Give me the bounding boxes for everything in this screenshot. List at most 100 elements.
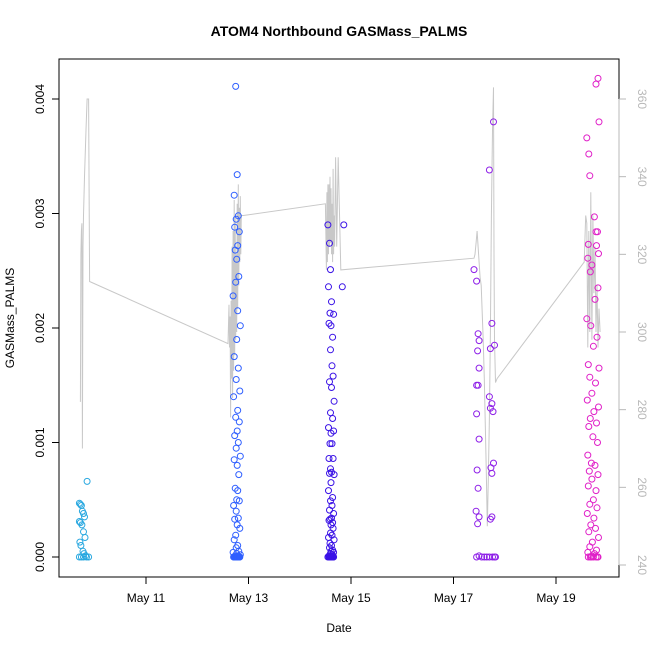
- x-tick-label: May 17: [434, 591, 474, 605]
- data-point: [230, 191, 238, 199]
- data-point: [585, 528, 593, 536]
- data-point: [234, 364, 242, 372]
- data-point: [330, 397, 338, 405]
- data-point: [589, 496, 597, 504]
- data-point: [474, 347, 482, 355]
- data-point: [80, 528, 87, 536]
- y-tick-label: 0.000: [33, 542, 47, 572]
- data-point: [233, 171, 241, 179]
- data-point: [490, 118, 497, 126]
- data-point: [76, 538, 84, 546]
- data-point: [325, 319, 333, 327]
- data-point: [235, 228, 243, 236]
- data-point: [594, 439, 601, 446]
- data-point: [236, 387, 244, 395]
- data-point: [327, 479, 335, 487]
- data-point: [586, 268, 594, 276]
- data-point: [77, 542, 85, 549]
- y-tick-label: 0.004: [33, 84, 47, 114]
- data-point: [475, 513, 483, 521]
- data-point: [588, 475, 596, 483]
- data-point: [583, 315, 591, 323]
- data-point: [81, 534, 89, 541]
- data-point: [592, 379, 599, 387]
- y-axis-right: 240 260 280 300 320 340 360: [618, 89, 649, 575]
- data-point: [230, 536, 238, 544]
- data-point: [587, 521, 595, 529]
- data-point: [474, 330, 482, 338]
- data-point: [590, 408, 598, 416]
- data-point: [330, 536, 338, 544]
- data-point: [235, 273, 243, 280]
- data-point: [594, 228, 601, 236]
- data-point: [586, 415, 594, 422]
- data-point: [234, 212, 242, 220]
- y2-tick-label: 340: [635, 167, 649, 187]
- data-point: [586, 373, 594, 381]
- data-point: [585, 423, 593, 430]
- data-point: [587, 553, 595, 561]
- data-point: [590, 213, 598, 221]
- data-point: [327, 465, 334, 473]
- data-point: [470, 266, 478, 274]
- data-point: [594, 74, 602, 82]
- data-point: [584, 361, 592, 369]
- data-point: [475, 364, 483, 372]
- data-point: [80, 510, 87, 517]
- data-point: [485, 166, 493, 174]
- data-point: [589, 433, 597, 441]
- data-point: [584, 451, 592, 459]
- chart-title: ATOM4 Northbound GASMass_PALMS: [211, 23, 468, 39]
- data-point: [330, 427, 338, 435]
- data-point: [327, 409, 334, 417]
- data-point: [233, 336, 241, 343]
- data-point: [474, 484, 482, 492]
- data-point: [475, 337, 483, 345]
- data-point: [595, 534, 602, 541]
- data-point: [232, 531, 240, 539]
- data-point: [231, 515, 239, 523]
- data-point: [326, 506, 333, 514]
- data-point: [230, 502, 238, 509]
- data-point: [232, 278, 240, 286]
- data-point: [235, 418, 243, 426]
- data-point: [595, 250, 602, 258]
- data-point: [330, 471, 338, 479]
- data-point: [486, 515, 494, 523]
- data-point: [473, 466, 481, 474]
- data-point: [234, 514, 242, 522]
- data-point: [593, 546, 600, 554]
- data-point: [81, 513, 88, 521]
- data-point: [75, 499, 83, 507]
- data-point: [232, 553, 240, 561]
- data-point: [328, 553, 335, 561]
- data-point: [593, 419, 600, 427]
- data-point: [475, 435, 483, 443]
- secondary-series-line: [79, 87, 601, 527]
- data-point: [235, 471, 243, 479]
- data-point: [488, 469, 496, 477]
- data-point: [235, 497, 243, 505]
- data-point: [327, 266, 334, 274]
- data-point: [232, 376, 240, 383]
- data-point: [583, 510, 591, 517]
- data-point: [329, 415, 337, 422]
- data-point: [593, 504, 601, 512]
- points-layer: [75, 74, 603, 561]
- data-point: [592, 553, 600, 561]
- x-axis: May 11 May 13 May 15 May 17 May 19: [127, 576, 576, 605]
- data-point: [584, 254, 592, 262]
- data-point: [231, 223, 239, 231]
- data-point: [480, 553, 488, 561]
- data-point: [76, 500, 84, 508]
- data-point: [592, 80, 600, 88]
- data-point: [328, 440, 336, 448]
- data-point: [583, 396, 591, 404]
- data-point: [491, 341, 498, 349]
- data-point: [583, 134, 591, 142]
- data-point: [230, 353, 238, 361]
- data-point: [489, 408, 497, 416]
- x-tick-label: May 11: [127, 591, 166, 605]
- data-point: [592, 524, 599, 532]
